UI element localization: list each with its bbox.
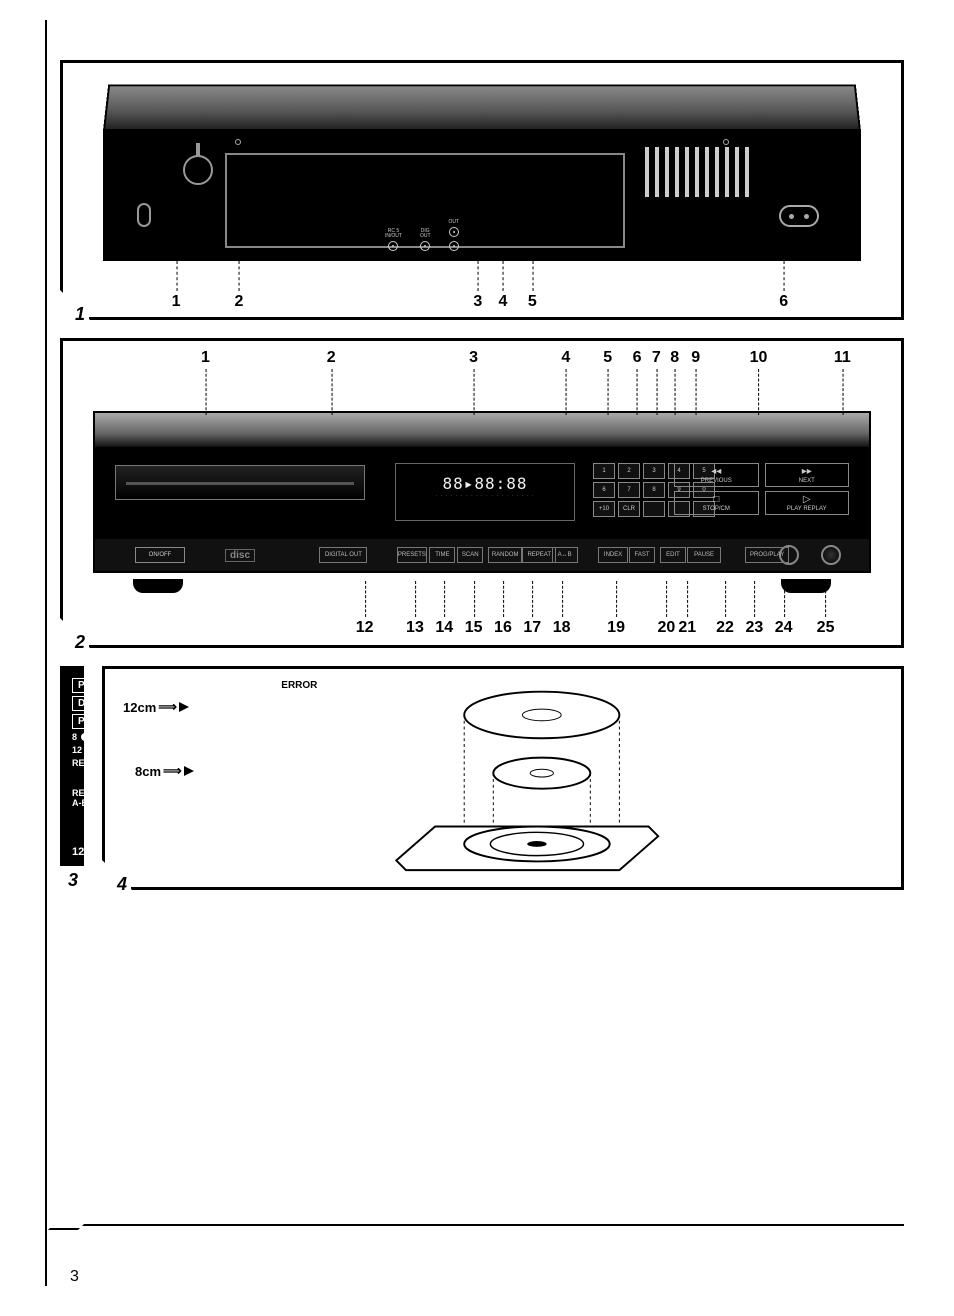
power-button[interactable]: ON/OFF [135,547,185,563]
sub-scan[interactable]: SCAN [457,547,483,563]
fig2-top-callout-4: 4 [561,349,570,367]
vents [645,147,749,197]
voltage-switch [137,203,151,227]
sub-digital-out[interactable]: DIGITAL OUT [319,547,367,563]
fig2-top-callout-11: 11 [834,349,851,367]
cd-logo: disc [225,549,255,562]
label-12cm: 12cm⟹ [123,699,189,715]
disc-tray [115,465,365,500]
headphone-level-knob[interactable] [821,545,841,565]
fig2-bot-callout-13: 13 [406,619,424,637]
keypad-3[interactable]: 3 [643,463,665,479]
figure-4-label: 4 [113,874,131,895]
keypad-7[interactable]: 7 [618,482,640,498]
fig2-top-callout-7: 7 [652,349,661,367]
sub-random[interactable]: RANDOM [488,547,522,563]
sub-pause[interactable]: PAUSE [687,547,721,563]
sub-edit[interactable]: EDIT [660,547,686,563]
fig2-bot-callout-20: 20 [657,619,675,637]
fig1-callout-2: 2 [235,293,244,311]
keypad-8[interactable]: 8 [643,482,665,498]
jack-group: RC 5 IN/OUT DIG OUT OUT [385,220,459,251]
mini-display: 88▸88:88 · · · · · · · · · · · · · · · ·… [395,463,575,521]
sub-fast[interactable]: FAST [629,547,655,563]
rear-unit: RC 5 IN/OUT DIG OUT OUT [103,83,861,268]
fig2-bot-callout-17: 17 [523,619,541,637]
page-number: 3 [70,1268,79,1286]
figure-3-wrap: PLAY DIRECT PROGR 8 12 REVIEW ┌TRACK┐ TO… [60,666,84,891]
bottom-rule [70,1224,904,1226]
fig2-bot-callout-23: 23 [745,619,763,637]
figure-2-label: 2 [71,632,89,653]
fig2-bot-callout-19: 19 [607,619,625,637]
rc5-jack: RC 5 IN/OUT [385,229,402,251]
label-8cm: 8cm⟹ [135,763,194,779]
fig2-top-callout-3: 3 [469,349,478,367]
fig1-callout-1: 1 [172,293,181,311]
fig2-bot-callout-21: 21 [678,619,696,637]
sub-a-b[interactable]: A↔B [552,547,578,563]
stop-button[interactable]: □STOP/CM [674,491,759,515]
fig2-bot-callout-12: 12 [356,619,374,637]
figure-2-front-panel: 88▸88:88 · · · · · · · · · · · · · · · ·… [60,338,904,648]
figure-1-label: 1 [71,304,89,325]
fig2-top-callout-1: 1 [201,349,210,367]
fig2-bot-callout-14: 14 [435,619,453,637]
fig1-callout-5: 5 [528,293,537,311]
keypad-6[interactable]: 6 [593,482,615,498]
fig1-callout-3: 3 [473,293,482,311]
transport-buttons: ◂◂PREVIOUS ▸▸NEXT □STOP/CM ▷PLAY REPLAY [674,463,849,519]
figure-4-disc-loading: 12cm⟹ 8cm⟹ 4 [102,666,904,890]
fig1-callout-4: 4 [498,293,507,311]
fig2-top-callout-9: 9 [691,349,700,367]
figure-1-rear-panel: RC 5 IN/OUT DIG OUT OUT 1 123456 [60,60,904,320]
keypad-2[interactable]: 2 [618,463,640,479]
play-button[interactable]: ▷PLAY REPLAY [765,491,850,515]
sub-prog-play[interactable]: PROG/PLAY [745,547,789,563]
fig2-top-callout-2: 2 [327,349,336,367]
fig2-bot-callout-15: 15 [465,619,483,637]
figure-3-display: PLAY DIRECT PROGR 8 12 REVIEW ┌TRACK┐ TO… [60,666,84,866]
fig2-top-callout-6: 6 [633,349,642,367]
fig1-callout-6: 6 [779,293,788,311]
fig2-bot-callout-22: 22 [716,619,734,637]
sub-presets[interactable]: PRESETS [397,547,427,563]
keypad-+10[interactable]: +10 [593,501,615,517]
disc-loading-svg [117,681,889,875]
fig2-bot-callout-25: 25 [817,619,835,637]
rear-knob [183,155,213,185]
keypad-1[interactable]: 1 [593,463,615,479]
fig2-bot-callout-18: 18 [553,619,571,637]
out-jack: OUT [449,220,460,251]
keypad-CLR[interactable]: CLR [618,501,640,517]
mains-socket [779,205,819,227]
fig2-bot-callout-16: 16 [494,619,512,637]
previous-button[interactable]: ◂◂PREVIOUS [674,463,759,487]
dig-out-jack: DIG OUT [420,229,431,251]
fig2-top-callout-10: 10 [750,349,768,367]
fig2-top-callout-5: 5 [603,349,612,367]
fig2-bot-callout-24: 24 [775,619,793,637]
keypad-blank[interactable] [643,501,665,517]
sub-index[interactable]: INDEX [598,547,628,563]
front-unit: 88▸88:88 · · · · · · · · · · · · · · · ·… [93,411,871,581]
next-button[interactable]: ▸▸NEXT [765,463,850,487]
sub-time[interactable]: TIME [429,547,455,563]
fig2-top-callout-8: 8 [670,349,679,367]
